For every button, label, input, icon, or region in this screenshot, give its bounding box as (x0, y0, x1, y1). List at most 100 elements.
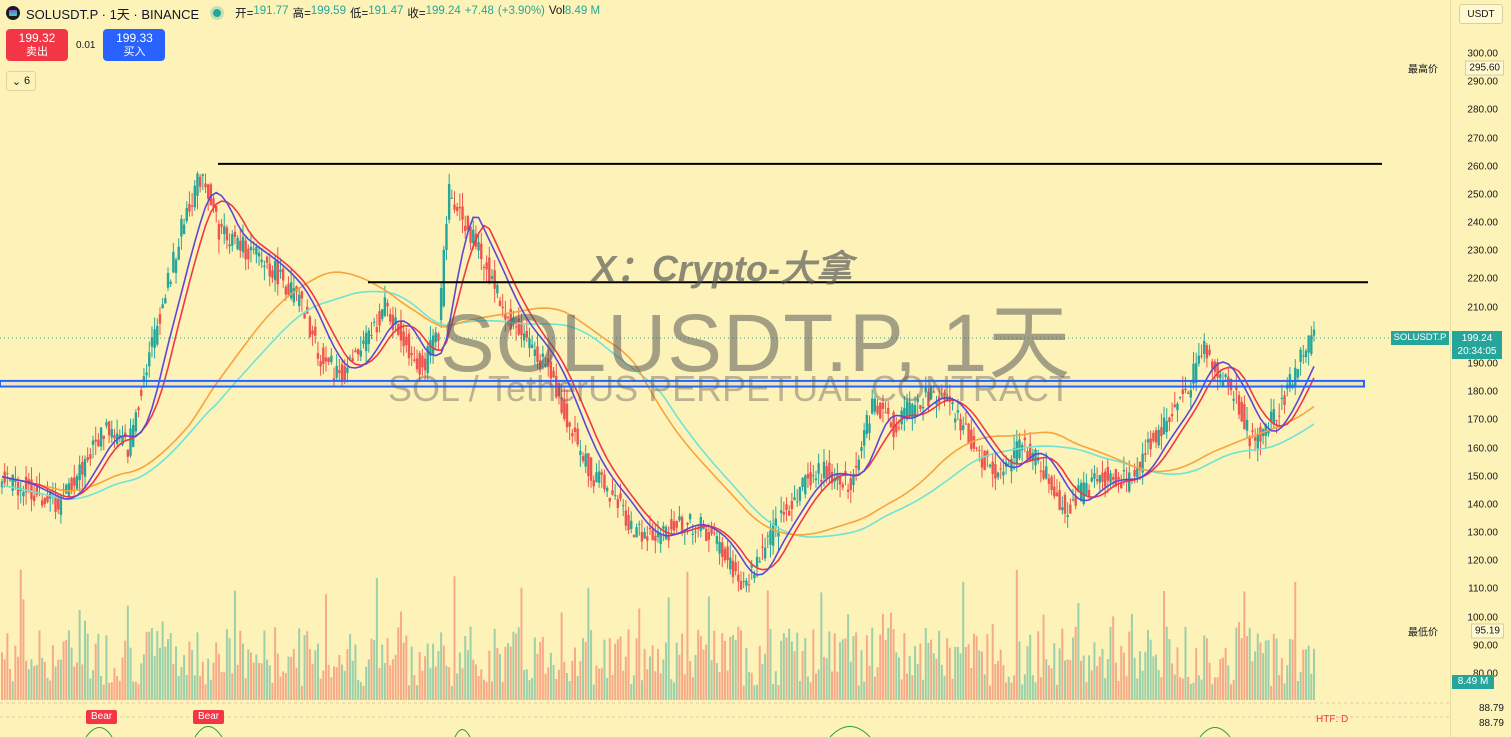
volume-bar (126, 605, 129, 700)
candle-body (314, 326, 317, 336)
volume-bar (571, 660, 574, 700)
volume-bar (975, 636, 978, 700)
volume-bar (592, 684, 595, 700)
solana-logo-icon (6, 6, 20, 20)
candle-body (1310, 335, 1313, 354)
volume-bar (86, 633, 89, 700)
volume-bar (306, 631, 309, 700)
candle-body (828, 462, 831, 477)
volume-bar (681, 633, 684, 700)
candle-body (300, 291, 304, 299)
candle-body (905, 401, 909, 420)
volume-bar (560, 612, 563, 700)
candle-body (1098, 474, 1101, 483)
volume-bar (284, 673, 287, 700)
volume-bar (748, 671, 751, 700)
volume-bar (608, 638, 611, 700)
volume-bar (972, 633, 975, 700)
candle-body (488, 257, 491, 282)
volume-bar (164, 646, 167, 700)
candle-body (1154, 430, 1158, 443)
volume-bar (134, 681, 137, 700)
candle-body (348, 357, 352, 359)
volume-bar (948, 647, 951, 700)
price-tick-label: 220.00 (1467, 273, 1498, 285)
candle-body (1042, 470, 1045, 479)
volume-bar (1144, 651, 1147, 700)
volume-bar (640, 680, 643, 700)
volume-bar (469, 626, 472, 700)
volume-bar (718, 672, 721, 700)
volume-bar (1128, 631, 1131, 700)
candle-body (852, 473, 855, 486)
volume-bar (102, 684, 105, 700)
volume-bar (453, 576, 456, 700)
buy-button[interactable]: 199.33 买入 (103, 29, 166, 61)
candle-body (678, 516, 681, 521)
volume-bar (750, 672, 753, 700)
volume-bar (97, 633, 100, 700)
candle-body (1002, 471, 1005, 476)
volume-bar (785, 637, 788, 700)
volume-bar (193, 675, 196, 700)
volume-bar (962, 581, 965, 700)
currency-select[interactable]: USDT (1459, 4, 1503, 24)
candle-body (699, 516, 703, 532)
volume-bar (587, 587, 590, 700)
volume-bar (646, 669, 649, 700)
candle-body (129, 428, 132, 456)
candle-body (734, 562, 737, 572)
sell-button[interactable]: 199.32 卖出 (6, 29, 68, 61)
candle-body (362, 340, 365, 344)
volume-bar (499, 654, 502, 700)
candle-body (1219, 374, 1222, 379)
candle-body (415, 358, 419, 370)
candle-body (857, 459, 861, 471)
volume-bar (1082, 655, 1085, 700)
volume-bar (825, 658, 828, 700)
candle-body (659, 533, 662, 545)
candle-body (884, 412, 887, 414)
volume-bar (1096, 666, 1099, 700)
candle-body (1280, 398, 1284, 400)
volume-bar (84, 620, 87, 700)
volume-bar (1272, 633, 1275, 700)
candle-body (530, 344, 534, 348)
price-axis[interactable]: 300.00 290.00 280.00 270.00 260.00 250.00 240.… (1450, 0, 1511, 737)
volume-bar (1, 652, 3, 700)
candle-body (8, 479, 12, 481)
candle-body (252, 248, 255, 250)
volume-bar (89, 678, 92, 700)
candle-body (654, 535, 657, 541)
candle-body (726, 546, 729, 561)
symbol-name[interactable]: SOLUSDT.P · 1天 · BINANCE (26, 6, 200, 22)
indicators-toggle-button[interactable]: ⌄ 6 (6, 71, 36, 91)
candle-body (1264, 424, 1268, 436)
candle-body (289, 282, 293, 299)
volume-bar (675, 642, 678, 700)
candle-body (595, 472, 598, 483)
candle-body (158, 314, 162, 324)
volume-bar (769, 628, 772, 700)
volume-bar (871, 627, 874, 700)
volume-bar (579, 661, 582, 700)
volume-bar (391, 659, 394, 700)
volume-bar (1278, 674, 1281, 700)
volume-bar (461, 668, 464, 700)
volume-bar (517, 627, 520, 700)
volume-bar (1114, 662, 1117, 700)
candle-body (367, 330, 371, 344)
price-tick-label: 250.00 (1467, 189, 1498, 201)
price-chart[interactable] (0, 0, 1450, 737)
volume-bar (231, 673, 234, 700)
volume-bar (1072, 637, 1075, 700)
candle-body (182, 224, 186, 235)
volume-bar (860, 650, 863, 700)
candle-body (854, 465, 858, 468)
volume-bar (73, 666, 76, 700)
chart-area[interactable]: SOL / TetherUS PERPETUAL CONTRACT SOLUSD… (0, 0, 1450, 737)
volume-bar (172, 663, 175, 700)
candle-body (257, 252, 261, 257)
candle-body (533, 349, 537, 356)
legend-header[interactable]: SOLUSDT.P · 1天 · BINANCE 开= 191.77 高= 199.… (6, 4, 604, 22)
